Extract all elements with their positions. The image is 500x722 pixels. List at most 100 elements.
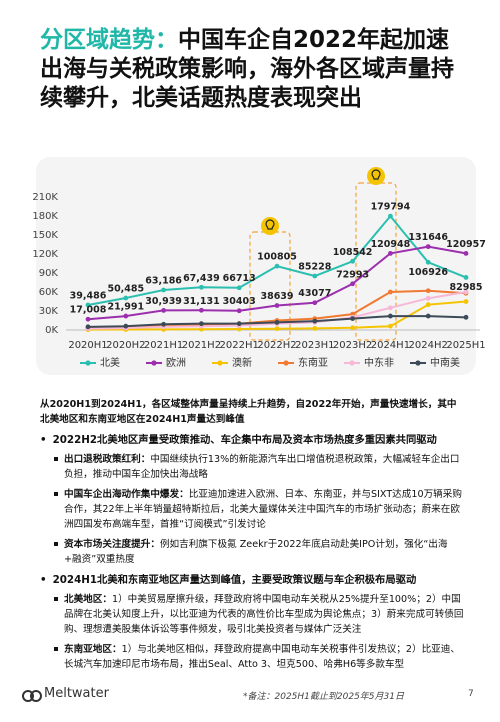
- x-tick-label: 2022H2: [257, 340, 296, 351]
- point: [199, 284, 204, 290]
- point: [388, 323, 393, 329]
- y-tick-label: 30K: [39, 306, 59, 317]
- point: [425, 302, 431, 308]
- point: [350, 258, 355, 264]
- chart: 0K30K60K90K120K150K180K210K2020H12020H22…: [32, 167, 486, 369]
- item-label: 北美地区：: [64, 594, 112, 605]
- item-text: 中国继续执行13%的新能源汽车出口增值税退税政策，大幅减轻车企出口负担，推动中国…: [64, 454, 460, 480]
- intro: 从2020H1到2024H1，各区域整体声量呈持续上升趋势，自2022年开始，声…: [40, 399, 457, 425]
- section-heading: 2024H1北美和东南亚地区声量达到峰值，主要受政策议题与车企积极布局驱动: [40, 573, 465, 588]
- legend-dot: [217, 360, 223, 366]
- legend-label: 中东非: [364, 356, 394, 369]
- legend-dot: [151, 360, 157, 366]
- data-label: 82985: [449, 282, 482, 293]
- point: [388, 305, 393, 311]
- legend-label: 北美: [100, 356, 120, 369]
- item-text: 1）中美贸易摩擦升级，拜登政府将中国电动车关税从25%提升至100%；2）中国品…: [64, 594, 464, 635]
- point: [199, 321, 204, 327]
- x-tick-label: 2021H2: [182, 340, 221, 351]
- item-label: 出口退税政策红利：: [64, 454, 151, 465]
- point: [123, 323, 129, 329]
- data-label: 120957: [446, 239, 486, 250]
- legend-label: 澳新: [232, 356, 252, 369]
- sections: 2022H2北美地区声量受政策推动、车企集中布局及资本市场热度多重因素共同驱动出…: [40, 433, 465, 672]
- point: [463, 250, 469, 256]
- bulb-icon: [261, 217, 279, 235]
- chart-panel: [36, 157, 476, 375]
- legend-label: 欧洲: [166, 357, 186, 369]
- point: [388, 213, 393, 219]
- item-label: 东南亚地区：: [64, 644, 122, 655]
- point: [161, 308, 167, 313]
- data-label: 17,008: [70, 305, 107, 316]
- item-text: 例如吉利旗下极氪 Zeekr于2022年底启动赴美IPO计划，强化“出海+融资”…: [64, 539, 448, 565]
- legend-dot: [283, 360, 289, 366]
- point: [236, 285, 242, 291]
- point: [425, 259, 431, 265]
- point: [274, 320, 280, 325]
- data-label: 21,991: [107, 302, 144, 313]
- title: 分区域趋势：中国车企自2022年起加速出海与关税政策影响，海外各区域声量持续攀升…: [40, 26, 460, 113]
- point: [350, 325, 355, 331]
- bullet-item: 北美地区：1）中美贸易摩擦升级，拜登政府将中国电动车关税从25%提升至100%；…: [54, 592, 465, 637]
- y-tick-label: 60K: [39, 287, 59, 298]
- data-label: 179794: [371, 202, 411, 213]
- data-label: 106926: [408, 267, 448, 278]
- bullet-item: 出口退税政策红利：中国继续执行13%的新能源汽车出口增值税退税政策，大幅减轻车企…: [54, 452, 465, 482]
- section-heading: 2022H2北美地区声量受政策推动、车企集中布局及资本市场热度多重因素共同驱动: [40, 433, 465, 448]
- point: [463, 275, 469, 280]
- point: [312, 326, 318, 331]
- brand-logo: [22, 690, 42, 702]
- bullet-item: 东南亚地区：1）与北美地区相似，拜登政府提高中国电动车关税事件引发热议；2）比亚…: [54, 642, 465, 672]
- point: [425, 313, 431, 319]
- footer: Meltwater *备注：2025H1截止到2025年5月31日 7: [0, 684, 500, 708]
- point: [123, 313, 129, 319]
- footnote: *备注：2025H1截止到2025年5月31日: [243, 692, 404, 702]
- x-tick-label: 2021H1: [144, 340, 183, 351]
- point: [425, 288, 431, 294]
- point: [161, 287, 167, 293]
- item-label: 中国车企出海动作集中爆发：: [64, 489, 189, 500]
- data-label: 120948: [371, 239, 411, 250]
- y-tick-label: 150K: [32, 230, 58, 241]
- x-tick-label: 2022H1: [220, 340, 259, 351]
- point: [350, 281, 355, 287]
- bulb-icon: [367, 167, 385, 185]
- point: [388, 289, 393, 295]
- point: [350, 316, 355, 321]
- title-text: 中国车企自2022年起加速出海与关税政策影响，海外各区域声量持续攀升，北美话题热…: [40, 27, 454, 111]
- bullet-item: 中国车企出海动作集中爆发：比亚迪加速进入欧洲、日本、东南亚，并与SIXT达成10…: [54, 487, 465, 532]
- point: [236, 308, 242, 314]
- point: [463, 314, 469, 320]
- point: [274, 303, 280, 308]
- x-tick-label: 2020H2: [106, 340, 145, 351]
- data-label: 38639: [260, 291, 293, 302]
- legend-label: 中南美: [430, 356, 460, 369]
- data-label: 72993: [336, 269, 369, 280]
- y-tick-label: 0K: [45, 325, 58, 336]
- legend-dot: [85, 360, 91, 366]
- y-tick-label: 180K: [32, 211, 58, 222]
- point: [85, 324, 91, 330]
- point: [85, 302, 91, 308]
- y-tick-label: 90K: [39, 268, 59, 279]
- item-text: 比亚迪加速进入欧洲、日本、东南亚，并与SIXT达成10万辆采购合作，其22年上半…: [64, 489, 462, 530]
- point: [463, 299, 469, 304]
- point: [312, 318, 318, 324]
- legend-label: 东南亚: [298, 356, 328, 369]
- data-label: 30403: [223, 296, 256, 307]
- data-label: 50,485: [107, 284, 144, 295]
- title-prefix: 分区域趋势：: [40, 27, 178, 53]
- body: 从2020H1到2024H1，各区域整体声量呈持续上升趋势，自2022年开始，声…: [40, 397, 465, 677]
- x-tick-label: 2023H2: [333, 340, 372, 351]
- data-label: 30,939: [145, 296, 182, 307]
- section: 2024H1北美和东南亚地区声量达到峰值，主要受政策议题与车企积极布局驱动北美地…: [40, 573, 465, 672]
- point: [425, 295, 431, 301]
- x-tick-label: 2025H1: [446, 340, 485, 351]
- point: [236, 321, 242, 327]
- data-label: 108542: [333, 247, 373, 258]
- point: [85, 316, 91, 322]
- data-label: 31,131: [183, 296, 220, 307]
- data-label: 100805: [257, 252, 297, 263]
